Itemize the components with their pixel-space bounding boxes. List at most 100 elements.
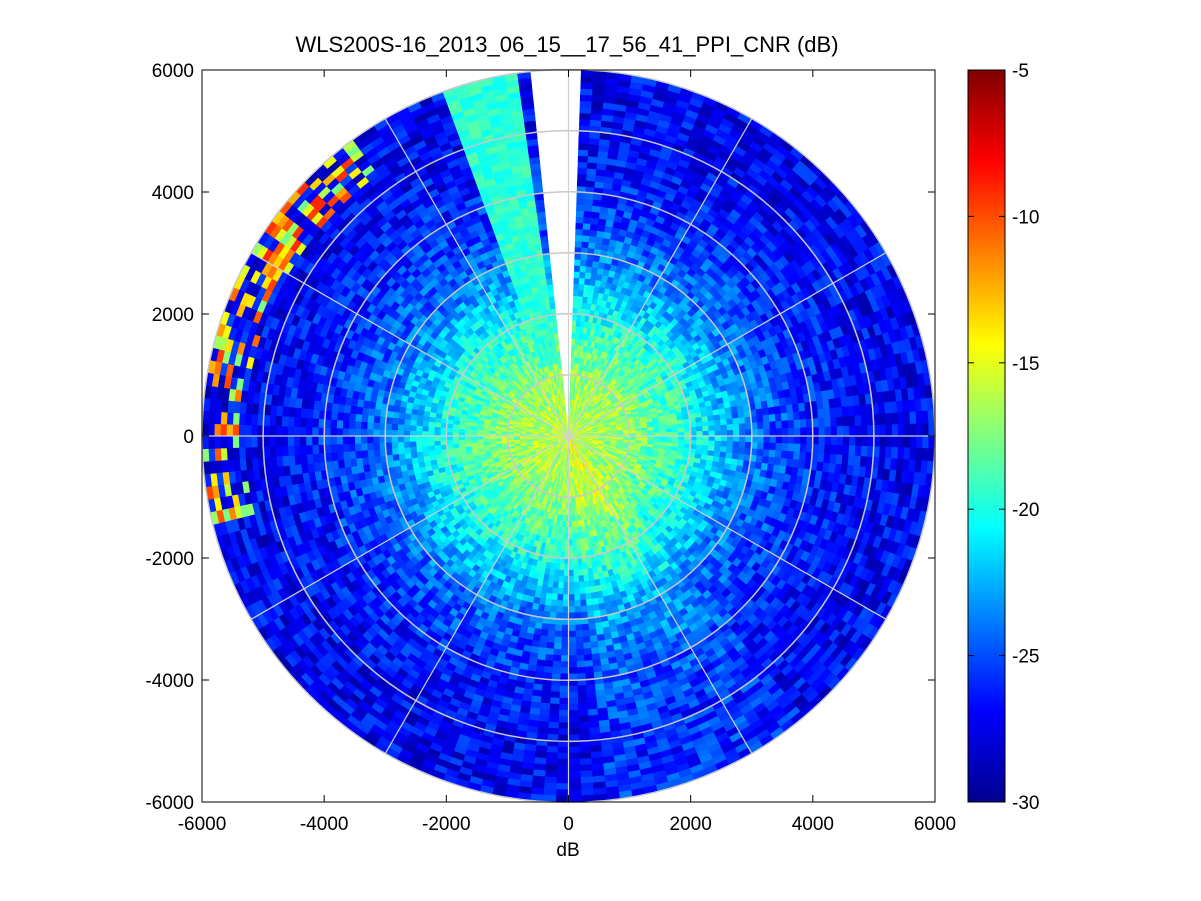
ppi-cell [545,758,558,766]
ppi-cell [433,435,441,442]
ppi-cell [560,636,569,644]
ppi-cell [336,435,343,445]
ppi-cell [348,450,357,460]
ppi-cell [403,418,411,426]
ppi-cell [232,447,240,460]
ppi-cell [281,415,289,427]
ppi-cell [287,416,295,427]
ppi-cell [556,752,569,760]
ppi-cell [220,447,228,461]
ppi-cell [549,605,557,613]
ppi-cell [305,435,313,446]
ppi-cell [409,424,417,432]
ppi-cell [446,427,454,433]
ppi-cell [391,447,399,455]
ppi-cell [330,451,339,462]
ppi-cell [410,451,418,459]
ppi-cell [372,428,380,437]
ppi-cell [557,581,564,589]
ppi-cell [226,435,234,449]
ppi-cell [556,764,569,772]
ppi-cell [250,446,259,459]
ppi-cell [366,442,374,451]
ppi-cell [360,428,368,437]
ppi-cell [354,428,362,437]
ppi-cell [542,794,557,802]
ppi-cell [287,425,295,437]
ppi-cell [547,727,559,736]
ppi-cell [559,551,565,559]
ppi-cell [385,422,393,431]
ppi-cell [305,444,313,455]
ppi-cell [391,423,399,431]
ppi-cell [306,453,314,464]
ppi-cell [281,445,289,457]
ppi-cell [559,667,569,675]
ppi-cell [562,594,569,602]
ppi-cell [323,435,331,445]
ppi-cell [238,424,246,437]
ppi-cell [293,406,302,418]
ppi-cell [547,629,556,638]
ppi-cell [556,599,564,608]
ppi-cell [348,427,356,437]
ppi-cell [354,420,362,430]
ppi-cell [342,450,351,460]
ppi-cell [548,611,557,619]
ppi-cell [416,450,424,458]
ppi-cell [244,413,252,426]
ppi-cell [409,419,417,426]
ppi-cell [403,446,411,454]
ppi-cell [384,429,392,437]
ppi-cell [558,563,565,571]
ppi-cell [539,702,551,711]
ppi-cell [553,636,562,644]
ppi-cell [287,435,295,447]
ppi-cell [372,442,380,450]
ppi-cell [232,412,240,425]
ppi-cell [563,563,569,571]
ppi-cell [360,421,368,430]
ppi-cell [433,440,441,446]
ppi-cell [555,789,569,797]
ppi-cell [361,406,370,416]
ppi-cell [207,435,215,449]
ppi-cell [427,435,435,442]
ppi-cell [213,423,221,437]
ppi-cell [558,716,569,724]
ppi-cell [384,435,392,443]
ppi-cell [336,411,345,421]
ppi-cell [552,654,562,662]
ppi-cell [397,423,405,431]
ppi-cell [404,452,412,460]
ppi-cell [274,435,282,447]
ppi-cell [360,449,369,459]
ppi-cell [550,599,558,607]
ppi-cell [281,435,289,447]
ppi-cell [553,642,562,650]
ppi-cell [397,435,405,443]
ppi-cell [544,764,558,772]
ppi-cell [563,575,569,583]
ppi-cell [548,715,560,723]
ppi-cell [555,783,569,791]
ppi-cell [427,425,435,432]
ppi-cell [366,428,374,437]
ppi-cell [287,445,295,456]
ppi-cell [311,435,319,446]
ppi-cell [548,709,560,717]
ppi-cell [397,417,405,425]
ppi-cell [214,447,222,462]
ppi-cell [544,770,558,778]
ppi-cell [354,450,363,459]
ppi-cell [544,598,552,607]
ppi-cell [226,423,234,437]
ppi-cell [557,746,569,754]
ppi-cell [547,721,559,729]
ppi-cell [293,426,301,437]
ppi-cell [360,442,368,451]
ppi-cell [554,624,563,632]
ppi-cell [560,649,569,656]
ppi-cell [452,427,460,433]
